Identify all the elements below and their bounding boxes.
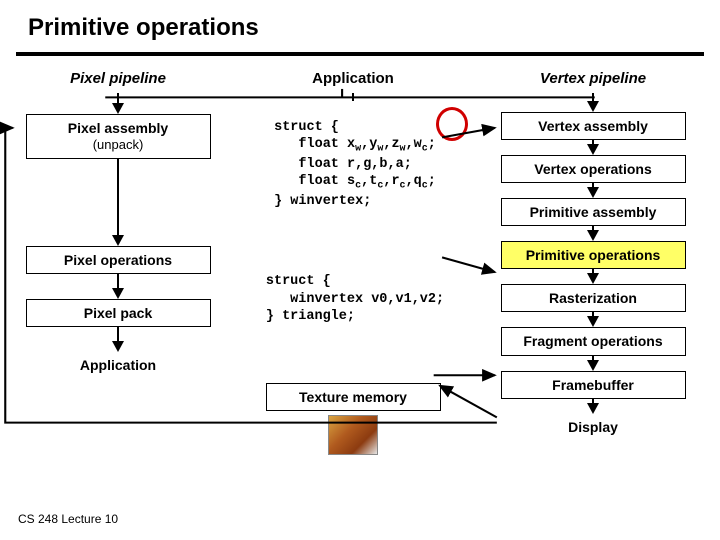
rasterization-box: Rasterization bbox=[501, 284, 686, 312]
pixel-pack-box: Pixel pack bbox=[26, 299, 211, 327]
pixel-assembly-label: Pixel assembly bbox=[68, 120, 168, 136]
arrow bbox=[587, 312, 599, 327]
pixel-assembly-box: Pixel assembly (unpack) bbox=[26, 114, 211, 159]
arrow bbox=[587, 183, 599, 198]
vertex-ops-box: Vertex operations bbox=[501, 155, 686, 183]
diagram-columns: Pixel pipeline Pixel assembly (unpack) P… bbox=[0, 70, 720, 470]
texture-memory-box: Texture memory bbox=[266, 383, 441, 411]
arrow bbox=[352, 93, 354, 101]
framebuffer-box: Framebuffer bbox=[501, 371, 686, 399]
code-line: struct { bbox=[274, 120, 339, 135]
right-column: Vertex pipeline Vertex assembly Vertex o… bbox=[488, 70, 698, 470]
left-column: Pixel pipeline Pixel assembly (unpack) P… bbox=[18, 70, 218, 470]
left-header: Pixel pipeline bbox=[70, 70, 166, 87]
display-label: Display bbox=[568, 414, 618, 440]
arrow bbox=[587, 93, 599, 112]
arrow bbox=[112, 93, 124, 114]
vertex-assembly-box: Vertex assembly bbox=[501, 112, 686, 140]
pixel-ops-box: Pixel operations bbox=[26, 246, 211, 274]
code-line: float r,g,b,a; bbox=[274, 157, 412, 172]
arrow bbox=[112, 327, 124, 352]
page-title: Primitive operations bbox=[0, 0, 720, 52]
code-line: } winvertex; bbox=[274, 194, 371, 209]
arrow bbox=[112, 274, 124, 299]
code-line: float xw,yw,zw,wc; bbox=[274, 137, 436, 152]
primitive-ops-box: Primitive operations bbox=[501, 241, 686, 269]
texture-image bbox=[328, 415, 378, 455]
highlight-oval bbox=[436, 107, 468, 141]
primitive-assembly-box: Primitive assembly bbox=[501, 198, 686, 226]
mid-header: Application bbox=[312, 70, 394, 87]
pixel-assembly-sub: (unpack) bbox=[93, 137, 144, 152]
arrow bbox=[112, 159, 124, 246]
right-header: Vertex pipeline bbox=[540, 70, 646, 87]
footer-text: CS 248 Lecture 10 bbox=[18, 512, 118, 526]
arrow bbox=[587, 356, 599, 371]
arrow bbox=[587, 226, 599, 241]
fragment-ops-box: Fragment operations bbox=[501, 327, 686, 355]
arrow bbox=[587, 140, 599, 155]
code-line: } triangle; bbox=[266, 309, 355, 324]
title-rule bbox=[16, 52, 704, 56]
arrow bbox=[587, 269, 599, 284]
mid-column: Application struct { float xw,yw,zw,wc; … bbox=[228, 70, 478, 470]
code-line: float sc,tc,rc,qc; bbox=[274, 174, 436, 189]
code-block-winvertex: struct { float xw,yw,zw,wc; float r,g,b,… bbox=[270, 101, 436, 246]
code-block-triangle: struct { winvertex v0,v1,v2; } triangle; bbox=[262, 256, 444, 344]
application-label: Application bbox=[80, 352, 156, 378]
code-line: struct { bbox=[266, 274, 331, 289]
code-line: winvertex v0,v1,v2; bbox=[266, 292, 444, 307]
arrow bbox=[587, 399, 599, 414]
